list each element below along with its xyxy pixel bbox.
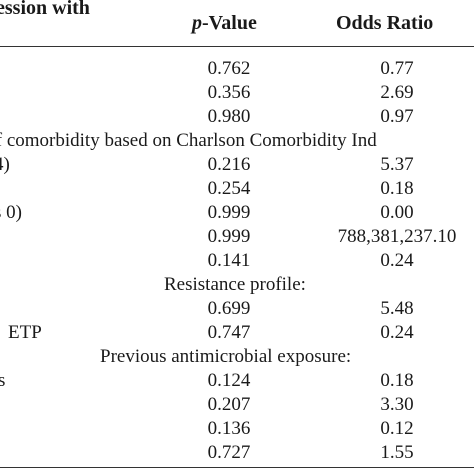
table-row: 0.254 0.18: [0, 178, 474, 200]
table-row: 0.207 3.30: [0, 394, 474, 416]
row-p-value: 0.254: [207, 178, 251, 199]
row-p-value: 0.699: [207, 298, 251, 319]
row-p-value: 0.136: [207, 418, 251, 439]
row-odds-ratio: 0.00: [380, 202, 414, 223]
table-row: 0.136 0.12: [0, 418, 474, 440]
row-odds-ratio: 5.48: [380, 298, 414, 319]
header-p-value: p-Value: [192, 9, 257, 37]
row-p-value: 0.999: [207, 226, 251, 247]
header-regression-label: ession with: [0, 0, 90, 19]
row-odds-ratio: 0.24: [380, 250, 414, 271]
row-odds-ratio: 5.37: [380, 154, 414, 175]
row-p-value: 0.747: [207, 322, 251, 343]
row-p-value: 0.980: [207, 106, 251, 127]
section-heading-comorbidity: y of comorbidity based on Charlson Comor…: [0, 130, 377, 151]
table-row: 0.141 0.24: [0, 250, 474, 272]
header-p-italic: p: [192, 12, 202, 34]
row-odds-ratio: 2.69: [380, 82, 414, 103]
section-heading-resistance: Resistance profile:: [164, 274, 306, 295]
row-p-value: 0.356: [207, 82, 251, 103]
row-label: 4): [0, 154, 10, 175]
row-label: s 0): [0, 202, 22, 223]
row-p-value: 0.762: [207, 58, 251, 79]
row-odds-ratio: 1.55: [380, 442, 414, 463]
table-row: 0.699 5.48: [0, 298, 474, 320]
header-odds-ratio: Odds Ratio: [336, 12, 434, 34]
row-odds-ratio: 0.12: [380, 418, 414, 439]
row-label: ETP: [8, 322, 42, 343]
row-label: s: [0, 370, 6, 391]
row-p-value: 0.141: [207, 250, 251, 271]
row-p-value: 0.999: [207, 202, 251, 223]
row-odds-ratio: 0.18: [380, 178, 414, 199]
row-odds-ratio: 0.97: [380, 106, 414, 127]
row-odds-ratio: 788,381,237.10: [337, 226, 457, 247]
table-row: 0.980 0.97: [0, 106, 474, 128]
table-row: 0.762 0.77: [0, 58, 474, 80]
row-odds-ratio: 0.77: [380, 58, 414, 79]
row-p-value: 0.207: [207, 394, 251, 415]
section-heading-antimicrobial: Previous antimicrobial exposure:: [100, 346, 352, 367]
header-rule: [0, 46, 474, 47]
table-row: 0.727 1.55: [0, 442, 474, 464]
row-p-value: 0.216: [207, 154, 251, 175]
row-odds-ratio: 3.30: [380, 394, 414, 415]
row-odds-ratio: 0.18: [380, 370, 414, 391]
table-row: ETP 0.747 0.24: [0, 322, 474, 344]
table-row: 4) 0.216 5.37: [0, 154, 474, 176]
bottom-rule: [0, 467, 474, 468]
row-p-value: 0.124: [207, 370, 251, 391]
row-p-value: 0.727: [207, 442, 251, 463]
table-row: 0.999 788,381,237.10: [0, 226, 474, 248]
row-odds-ratio: 0.24: [380, 322, 414, 343]
table-row: 0.356 2.69: [0, 82, 474, 104]
table-row: s 0) 0.999 0.00: [0, 202, 474, 224]
table-row: s 0.124 0.18: [0, 370, 474, 392]
header-p-suffix: -Value: [202, 12, 257, 34]
